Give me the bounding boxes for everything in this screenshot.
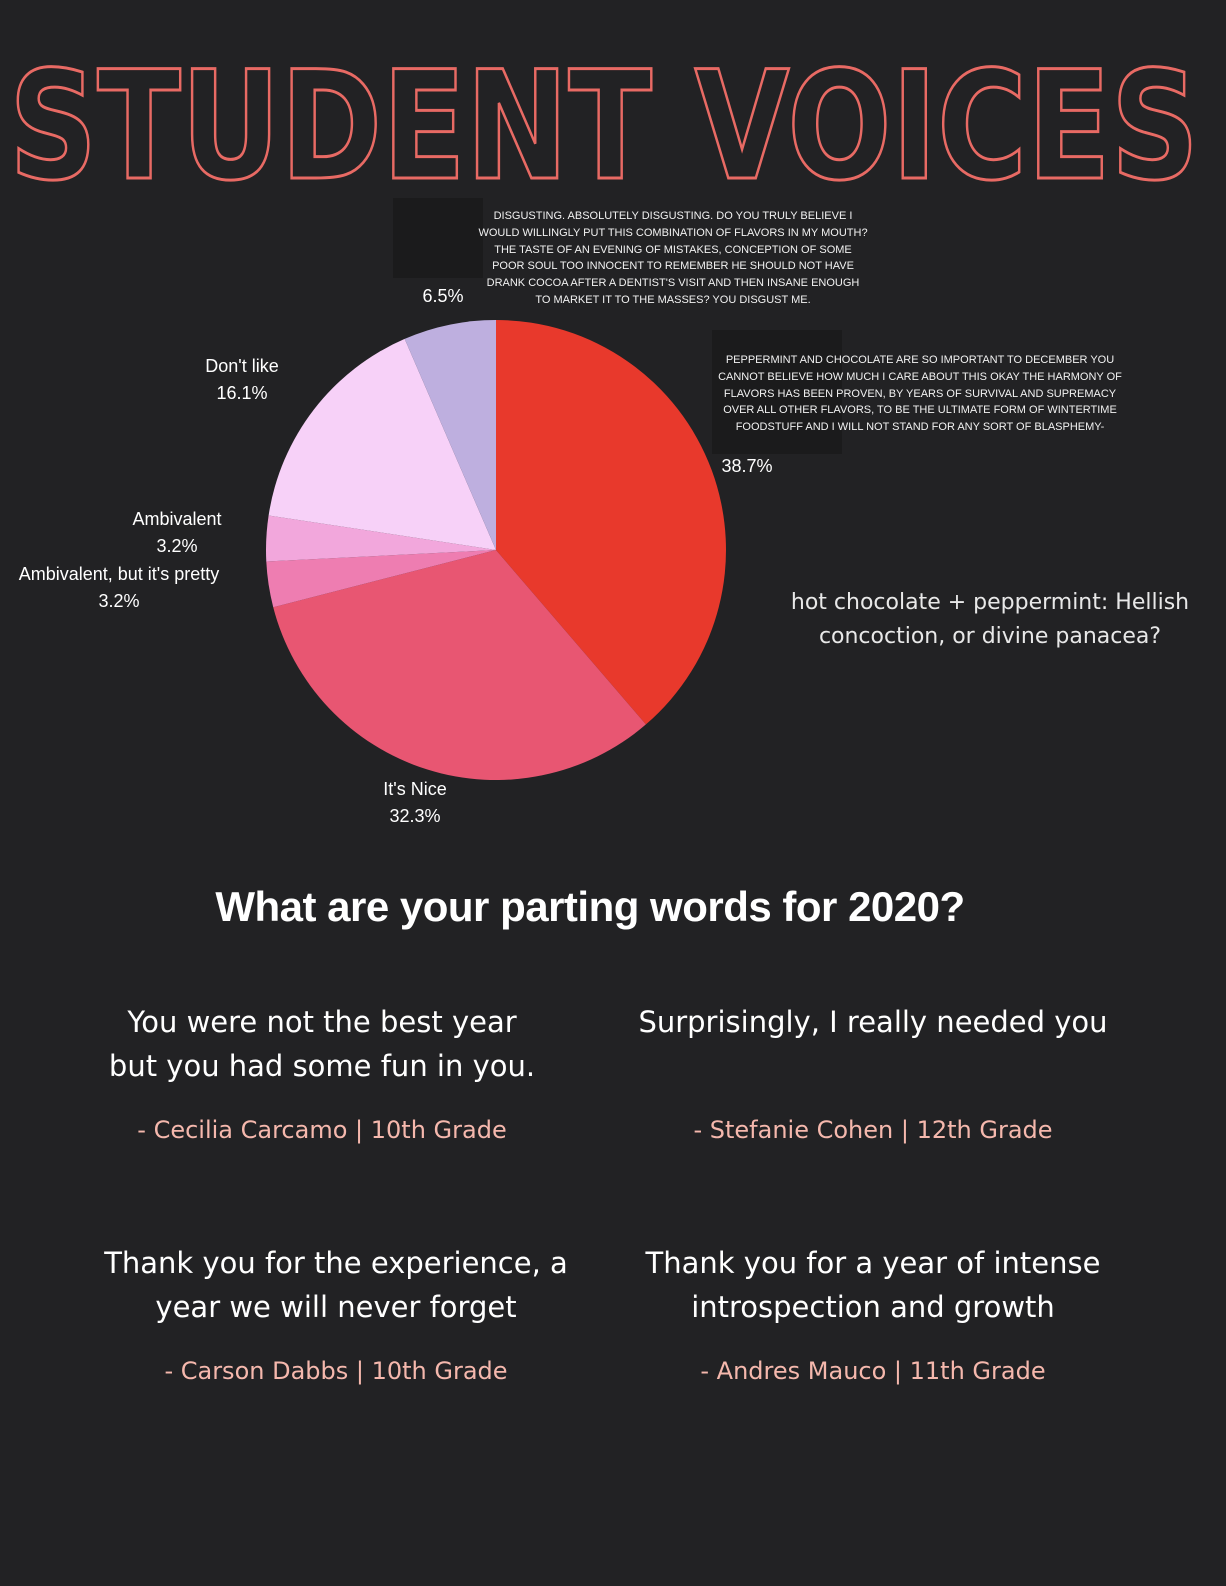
pie-label-slice-4: Don't like 16.1% (172, 353, 312, 407)
pie-label-value: 38.7% (721, 456, 773, 476)
pie-label-slice-1: It's Nice 32.3% (355, 776, 475, 830)
quote-text: Thank you for a year of intense introspe… (645, 1246, 1101, 1324)
rant-backdrop (712, 330, 842, 454)
pie-label-slice-0: 38.7% (692, 453, 802, 480)
page-title: STUDENT VOICES (8, 39, 1201, 201)
pie-label-value: 6.5% (422, 286, 464, 306)
rant-peppermint-text: PEPPERMINT AND CHOCOLATE ARE SO IMPORTAN… (718, 354, 1122, 434)
pie-label-name: Don't like (205, 356, 279, 376)
quote-author: - Carson Dabbs | 10th Grade (164, 1357, 508, 1385)
quote-card: You were not the best year but you had s… (62, 1000, 582, 1170)
quote-author: - Cecilia Carcamo | 10th Grade (137, 1116, 507, 1144)
pie-slice-1 (273, 550, 646, 780)
pie-slice-0 (496, 320, 726, 725)
quote-card: Thank you for the experience, a year we … (76, 1241, 596, 1411)
rant-peppermint: PEPPERMINT AND CHOCOLATE ARE SO IMPORTAN… (718, 352, 1122, 436)
quote-text: You were not the best year but you had s… (108, 1005, 536, 1083)
pie-slice-5 (404, 320, 496, 550)
pie-label-slice-5: 6.5% (388, 283, 498, 310)
quote-author: - Andres Mauco | 11th Grade (700, 1357, 1046, 1385)
pie-slice-2 (266, 550, 496, 608)
quote-text: Thank you for the experience, a year we … (104, 1246, 568, 1324)
quote-author: - Stefanie Cohen | 12th Grade (693, 1116, 1053, 1144)
quote-card: Surprisingly, I really needed you - Stef… (613, 1000, 1133, 1170)
pie-label-name: Ambivalent (132, 509, 222, 529)
pie-label-name: It's Nice (383, 779, 447, 799)
pie-label-slice-2: Ambivalent, but it's pretty 3.2% (4, 561, 234, 615)
pie-slice-3 (265, 515, 496, 562)
quote-text: Surprisingly, I really needed you (638, 1005, 1108, 1039)
quote-card: Thank you for a year of intense introspe… (613, 1241, 1133, 1411)
pie-label-value: 32.3% (389, 806, 441, 826)
pie-chart (265, 320, 726, 780)
pie-slice-4 (268, 338, 496, 550)
poll-question: hot chocolate + peppermint: Hellish conc… (790, 590, 1190, 649)
pie-label-value: 3.2% (98, 591, 140, 611)
pie-label-value: 3.2% (156, 536, 198, 556)
rant-disgusted: DISGUSTING. ABSOLUTELY DISGUSTING. DO YO… (478, 208, 868, 309)
section-heading: What are your parting words for 2020? (215, 883, 965, 930)
rant-backdrop (393, 198, 483, 278)
pie-label-slice-3: Ambivalent 3.2% (112, 506, 242, 560)
rant-disgusted-text: DISGUSTING. ABSOLUTELY DISGUSTING. DO YO… (478, 210, 868, 306)
pie-label-name: Ambivalent, but it's pretty (18, 564, 220, 584)
page-title-text: STUDENT VOICES (9, 40, 1199, 200)
pie-label-value: 16.1% (216, 383, 268, 403)
